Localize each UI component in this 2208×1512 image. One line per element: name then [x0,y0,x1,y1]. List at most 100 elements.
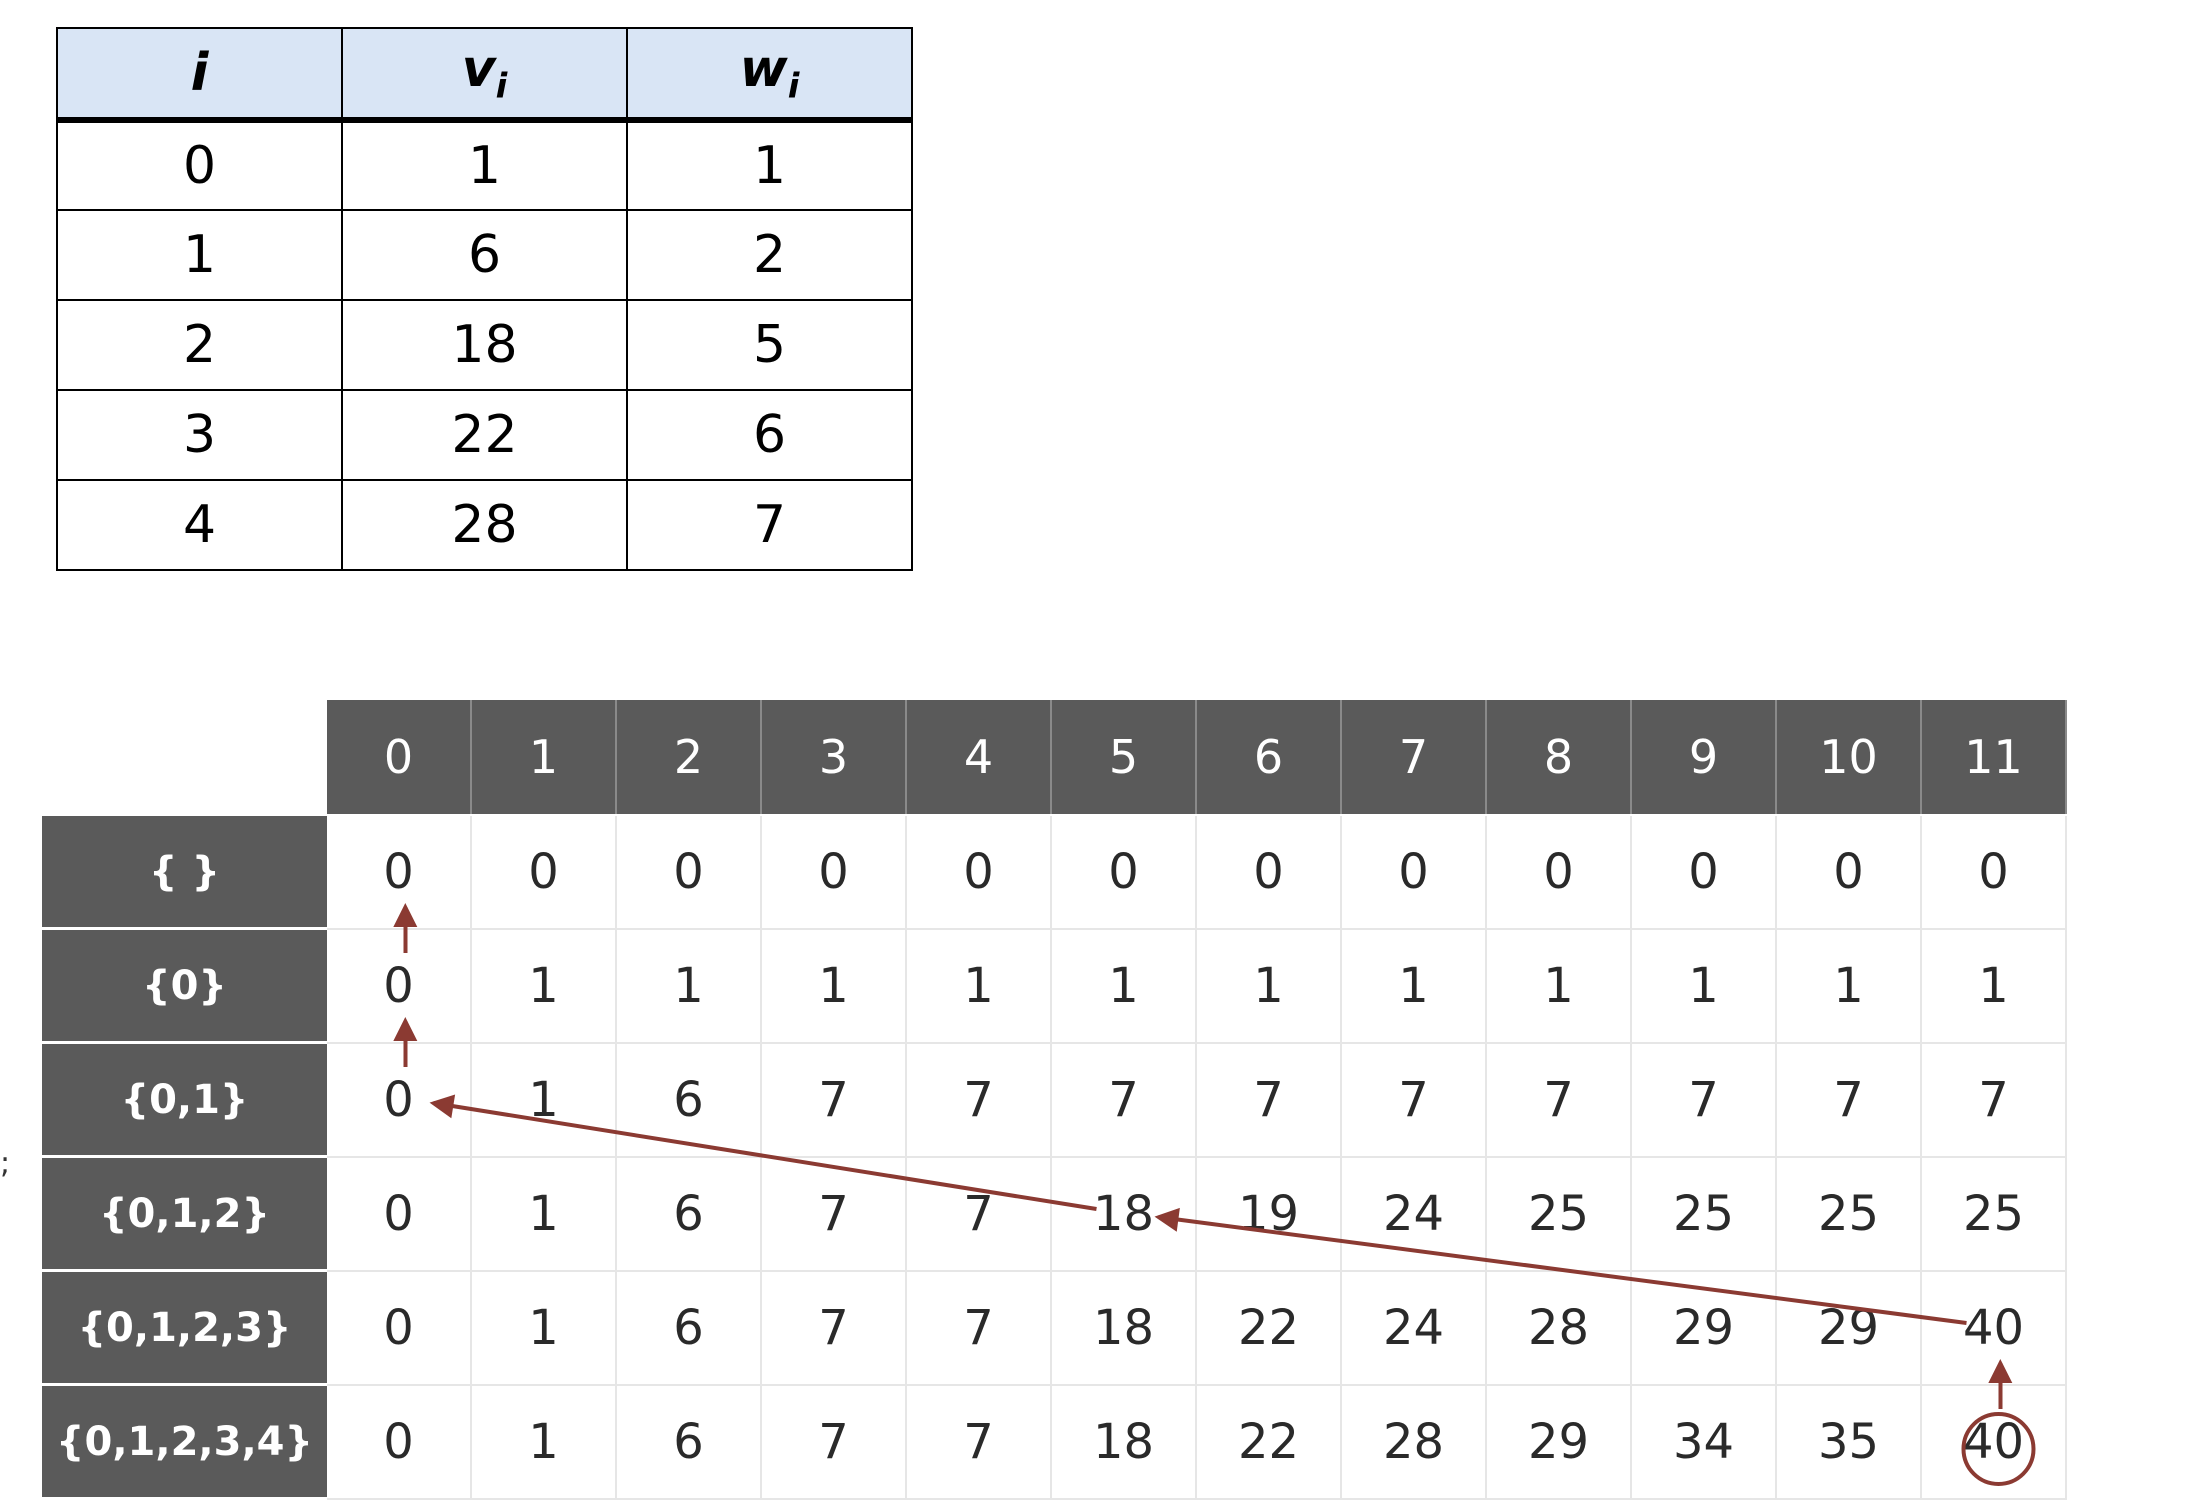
item-index: 4 [56,479,343,571]
dp-cell: 0 [327,930,472,1044]
dp-cell: 40 [1922,1272,2067,1386]
item-value: 28 [341,479,628,571]
item-weight: 5 [626,299,913,391]
item-value: 18 [341,299,628,391]
dp-cell: 7 [1487,1044,1632,1158]
item-index: 2 [56,299,343,391]
dp-cell: 18 [1052,1272,1197,1386]
items-row: 2 18 5 [56,299,913,391]
dp-cell: 0 [1052,816,1197,930]
dp-cell: 29 [1487,1386,1632,1500]
dp-cell: 29 [1632,1272,1777,1386]
dp-cell: 0 [617,816,762,930]
items-row: 4 28 7 [56,479,913,571]
item-set-header: { } [42,816,327,930]
dp-cell: 28 [1342,1386,1487,1500]
capacity-header: 11 [1922,700,2067,814]
dp-cell: 22 [1197,1386,1342,1500]
dp-cell: 28 [1487,1272,1632,1386]
dp-cell: 7 [1777,1044,1922,1158]
dp-cell: 1 [1922,930,2067,1044]
dp-cell: 24 [1342,1158,1487,1272]
item-set-header: {0,1,2} [42,1158,327,1272]
dp-cell: 0 [1632,816,1777,930]
item-weight: 2 [626,209,913,301]
dp-cell: 6 [617,1044,762,1158]
dp-cell: 1 [472,1272,617,1386]
dp-cell: 0 [1922,816,2067,930]
capacity-header: 0 [327,700,472,814]
dp-cell: 1 [472,1158,617,1272]
dp-cell: 1 [1052,930,1197,1044]
item-index: 3 [56,389,343,481]
header-w: wi [626,27,913,123]
dp-cell: 25 [1922,1158,2067,1272]
dp-cell: 0 [327,816,472,930]
header-w-subscript: i [787,66,800,107]
capacity-header: 2 [617,700,762,814]
dp-cell: 0 [327,1272,472,1386]
dp-cell: 0 [472,816,617,930]
dp-cell: 1 [1777,930,1922,1044]
item-value: 1 [341,119,628,211]
dp-cell: 18 [1052,1158,1197,1272]
header-i-label: i [190,43,209,103]
items-header-row: i vi wi [56,27,913,123]
dp-cell: 7 [907,1272,1052,1386]
dp-cell: 1 [472,930,617,1044]
dp-cell: 7 [907,1044,1052,1158]
dp-cell: 19 [1197,1158,1342,1272]
header-w-label: w [739,39,788,100]
dp-cell: 7 [762,1044,907,1158]
dp-cell: 1 [472,1044,617,1158]
header-i: i [56,27,343,123]
capacity-header: 6 [1197,700,1342,814]
items-row: 0 1 1 [56,119,913,211]
capacity-header: 1 [472,700,617,814]
dp-cell: 7 [762,1386,907,1500]
dp-cell: 25 [1632,1158,1777,1272]
dp-cell: 25 [1777,1158,1922,1272]
dp-cell: 0 [327,1044,472,1158]
dp-cell: 40 [1922,1386,2067,1500]
capacity-header: 5 [1052,700,1197,814]
dp-cell: 0 [1342,816,1487,930]
item-value: 22 [341,389,628,481]
dp-cell: 7 [1197,1044,1342,1158]
dp-cell: 0 [907,816,1052,930]
capacity-header: 4 [907,700,1052,814]
item-index: 0 [56,119,343,211]
dp-cell: 7 [1052,1044,1197,1158]
dp-cell: 1 [617,930,762,1044]
header-v-label: v [461,39,496,100]
item-set-header: {0,1,2,3,4} [42,1386,327,1500]
dp-cell: 0 [327,1158,472,1272]
capacity-header: 7 [1342,700,1487,814]
header-v: vi [341,27,628,123]
item-weight: 6 [626,389,913,481]
dp-cell: 18 [1052,1386,1197,1500]
capacity-header: 3 [762,700,907,814]
dp-cell: 34 [1632,1386,1777,1500]
dp-cell: 7 [762,1158,907,1272]
item-weight: 1 [626,119,913,211]
dp-cell: 7 [907,1386,1052,1500]
items-row: 1 6 2 [56,209,913,301]
dp-cell: 6 [617,1158,762,1272]
item-set-header: {0,1} [42,1044,327,1158]
dp-cell: 7 [1922,1044,2067,1158]
dp-cell: 0 [762,816,907,930]
dp-cell: 24 [1342,1272,1487,1386]
item-set-header: {0} [42,930,327,1044]
dp-cell: 29 [1777,1272,1922,1386]
dp-cell: 6 [617,1386,762,1500]
dp-cell: 0 [1197,816,1342,930]
dp-cell: 7 [1342,1044,1487,1158]
items-table: i vi wi 0 1 1 1 6 2 2 18 5 3 22 6 4 28 7 [56,27,913,571]
dp-cell: 1 [1487,930,1632,1044]
dp-cell: 25 [1487,1158,1632,1272]
dp-cell: 1 [472,1386,617,1500]
dp-cell: 22 [1197,1272,1342,1386]
dp-cell: 1 [762,930,907,1044]
dp-cell: 0 [1777,816,1922,930]
